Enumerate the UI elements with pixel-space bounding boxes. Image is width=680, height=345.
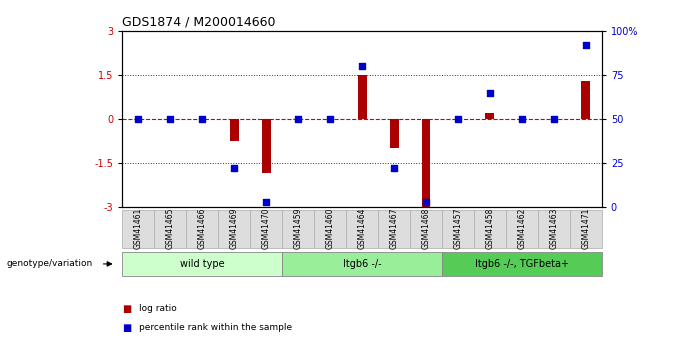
Text: GSM41458: GSM41458 — [486, 208, 494, 249]
Text: ■: ■ — [122, 323, 132, 333]
Point — [165, 116, 175, 122]
Text: GSM41467: GSM41467 — [390, 208, 398, 249]
Text: GSM41466: GSM41466 — [198, 208, 207, 249]
Text: GSM41462: GSM41462 — [517, 208, 526, 249]
Text: GSM41465: GSM41465 — [166, 208, 175, 249]
Point — [453, 116, 464, 122]
Point — [197, 116, 208, 122]
Bar — [282, 209, 314, 247]
Text: Itgb6 -/-, TGFbeta+: Itgb6 -/-, TGFbeta+ — [475, 259, 569, 269]
Bar — [422, 119, 430, 207]
Bar — [154, 209, 186, 247]
Point — [517, 116, 528, 122]
Bar — [581, 81, 590, 119]
Text: wild type: wild type — [180, 259, 224, 269]
Point — [292, 116, 303, 122]
Point — [260, 199, 271, 205]
Text: Itgb6 -/-: Itgb6 -/- — [343, 259, 381, 269]
Bar — [442, 252, 602, 276]
Text: GSM41470: GSM41470 — [262, 208, 271, 249]
Text: percentile rank within the sample: percentile rank within the sample — [139, 323, 292, 332]
Text: GSM41459: GSM41459 — [294, 208, 303, 249]
Text: GDS1874 / M200014660: GDS1874 / M200014660 — [122, 16, 276, 29]
Bar — [570, 209, 602, 247]
Bar — [314, 209, 346, 247]
Bar — [218, 209, 250, 247]
Point — [548, 116, 559, 122]
Point — [388, 166, 399, 171]
Bar — [230, 119, 239, 141]
Point — [356, 63, 367, 69]
Point — [484, 90, 495, 95]
Bar — [262, 119, 271, 173]
Bar — [538, 209, 570, 247]
Text: GSM41463: GSM41463 — [549, 208, 558, 249]
Point — [580, 42, 591, 48]
Bar — [358, 75, 367, 119]
Text: GSM41464: GSM41464 — [358, 208, 367, 249]
Bar — [346, 209, 378, 247]
Bar — [390, 119, 398, 148]
Text: GSM41460: GSM41460 — [326, 208, 335, 249]
Bar — [410, 209, 442, 247]
Text: ■: ■ — [122, 304, 132, 314]
Text: GSM41469: GSM41469 — [230, 208, 239, 249]
Bar — [122, 209, 154, 247]
Point — [420, 199, 431, 205]
Bar — [506, 209, 538, 247]
Bar — [378, 209, 410, 247]
Bar — [122, 252, 282, 276]
Bar — [474, 209, 506, 247]
Text: GSM41457: GSM41457 — [454, 208, 462, 249]
Bar — [186, 209, 218, 247]
Bar — [442, 209, 474, 247]
Text: GSM41461: GSM41461 — [134, 208, 143, 249]
Point — [228, 166, 239, 171]
Bar — [282, 252, 442, 276]
Point — [325, 116, 336, 122]
Bar — [486, 113, 494, 119]
Text: log ratio: log ratio — [139, 304, 177, 313]
Point — [133, 116, 144, 122]
Text: genotype/variation: genotype/variation — [7, 259, 93, 268]
Text: GSM41471: GSM41471 — [581, 208, 590, 249]
Text: GSM41468: GSM41468 — [422, 208, 430, 249]
Bar — [250, 209, 282, 247]
